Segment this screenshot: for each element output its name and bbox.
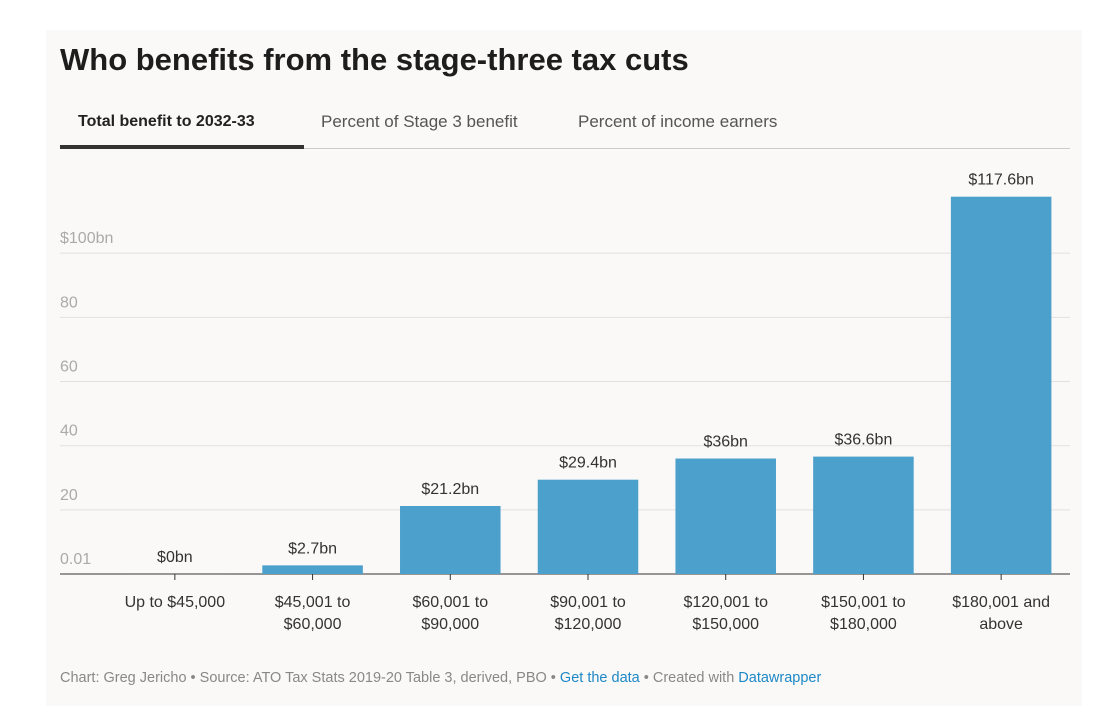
value-label: $117.6bn <box>968 172 1034 189</box>
bar <box>537 479 639 574</box>
data-link[interactable]: Get the data <box>559 670 640 686</box>
bar <box>400 506 501 574</box>
value-label: $0bn <box>157 549 193 566</box>
y-tick-label: 80 <box>60 294 78 311</box>
x-tick-label: $45,001 to $60,000 <box>274 594 351 633</box>
chart-title: Who benefits from the stage-three tax cu… <box>60 42 689 77</box>
y-tick-label: 60 <box>60 359 78 376</box>
bar <box>950 196 1052 575</box>
x-tick-label: Up to $45,000 <box>124 594 226 611</box>
tool-link[interactable]: Datawrapper <box>738 670 822 686</box>
credit: Chart: Greg Jericho • Source: ATO Tax St… <box>60 670 560 686</box>
value-label: $36bn <box>703 434 748 451</box>
y-tick-label: 40 <box>60 423 78 440</box>
separator: • Created with <box>639 670 739 686</box>
value-label: $21.2bn <box>421 481 479 498</box>
y-tick-label: 20 <box>60 487 78 504</box>
bar <box>813 456 914 574</box>
footer: Chart: Greg Jericho • Source: ATO Tax St… <box>60 670 821 686</box>
tab-indicator <box>60 145 304 149</box>
tab[interactable]: Total benefit to 2032-33 <box>78 113 255 130</box>
tab[interactable]: Percent of income earners <box>578 112 778 131</box>
card <box>46 30 1082 706</box>
value-label: $36.6bn <box>835 432 893 449</box>
x-tick-label: $150,001 to $180,000 <box>821 594 906 633</box>
value-label: $2.7bn <box>288 540 337 557</box>
tab-divider <box>60 148 1070 149</box>
tab[interactable]: Percent of Stage 3 benefit <box>321 112 518 131</box>
x-tick-label: $120,001 to $150,000 <box>683 594 768 633</box>
bar <box>262 565 363 574</box>
x-tick-label: $180,001 and above <box>952 594 1051 633</box>
x-tick-label: $90,001 to $120,000 <box>550 594 626 633</box>
y-tick-label: $100bn <box>60 230 113 247</box>
bar <box>675 458 776 574</box>
value-label: $29.4bn <box>559 455 617 472</box>
y-tick-label: 0.01 <box>60 551 91 568</box>
x-tick-label: $60,001 to $90,000 <box>412 594 489 633</box>
